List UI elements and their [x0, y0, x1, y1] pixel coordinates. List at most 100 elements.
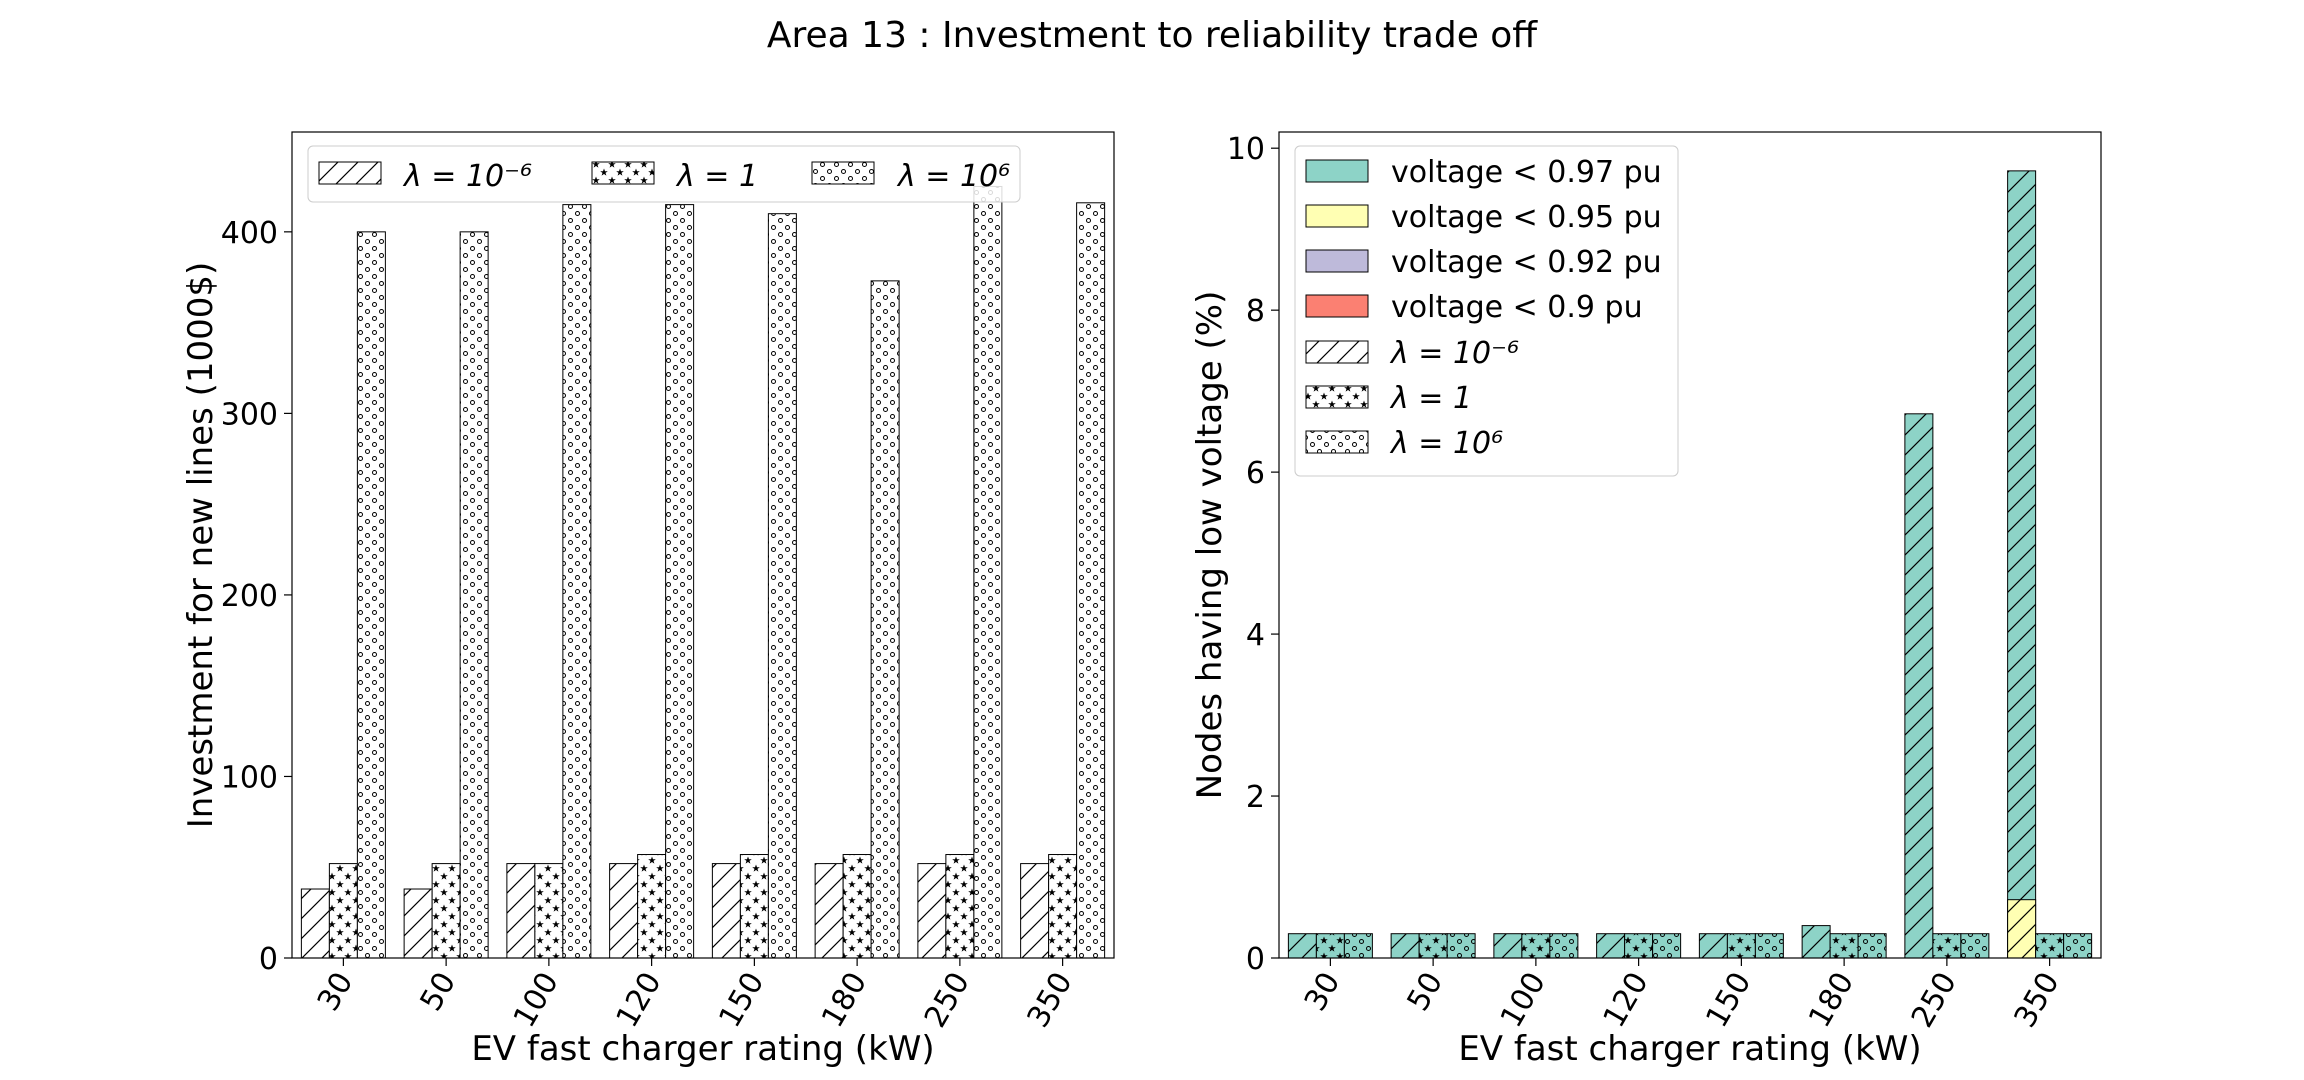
- investment-x-tick-label: 150: [712, 967, 771, 1034]
- low-voltage-x-tick-label: 50: [1401, 967, 1450, 1018]
- investment-legend-swatch-circles: [811, 161, 875, 185]
- low-voltage-bar-pattern: [1857, 933, 1887, 959]
- investment-legend-label-stars: λ = 1: [675, 159, 758, 194]
- investment-bars: [300, 185, 1106, 959]
- investment-bar: [431, 863, 461, 959]
- low-voltage-bar-pattern: [1960, 933, 1990, 959]
- investment-bar: [534, 863, 564, 959]
- investment-plot-frame: [291, 131, 1115, 959]
- investment-x-tick-label: 250: [918, 967, 977, 1034]
- investment-bar: [1020, 863, 1050, 959]
- low-voltage-legend-label-stars: λ = 1: [1389, 381, 1472, 416]
- low-voltage-y-tick-label: 10: [1227, 132, 1265, 167]
- investment-bar: [814, 863, 844, 959]
- low-voltage-x-tick-label: 250: [1905, 967, 1964, 1034]
- low-voltage-bar-pattern: [1315, 933, 1345, 959]
- investment-bar: [459, 231, 489, 959]
- investment-y-ticks: 0 100 200 300 400: [221, 216, 292, 977]
- investment-y-tick-label: 200: [221, 579, 278, 614]
- investment-bar: [300, 888, 330, 959]
- investment-y-tick-label: 300: [221, 397, 278, 432]
- investment-bar: [356, 231, 386, 959]
- low-voltage-bar-pattern: [1596, 933, 1626, 959]
- low-voltage-bar-pattern: [1801, 925, 1831, 959]
- low-voltage-y-axis-label: Nodes having low voltage (%): [1190, 291, 1230, 800]
- investment-y-axis-label: Investment for new lines (1000$): [181, 262, 221, 829]
- low-voltage-bar-pattern: [1343, 933, 1373, 959]
- low-voltage-legend-box: [1294, 145, 1679, 477]
- investment-y-tick-label: 100: [221, 760, 278, 795]
- investment-legend: λ = 10⁻⁶ λ = 1 λ = 10⁶: [307, 145, 1021, 203]
- low-voltage-chart: 0 2 4 6 8 10 30 50 100 120 150 180 250 350 EV fast c…: [1190, 131, 2102, 1069]
- legend-label-v097: voltage < 0.97 pu: [1391, 155, 1662, 190]
- low-voltage-bar-pattern: [1932, 933, 1962, 959]
- low-voltage-legend-label-hatch: λ = 10⁻⁶: [1389, 336, 1519, 371]
- low-voltage-x-axis-label: EV fast charger rating (kW): [1458, 1029, 1921, 1069]
- investment-bar: [917, 863, 947, 959]
- investment-bar: [870, 280, 900, 959]
- low-voltage-y-tick-label: 2: [1246, 780, 1265, 815]
- low-voltage-bar-pattern: [1549, 933, 1579, 959]
- investment-bar: [767, 213, 797, 959]
- investment-x-tick-label: 50: [414, 967, 463, 1018]
- investment-x-tick-label: 100: [507, 967, 566, 1034]
- low-voltage-x-tick-label: 30: [1298, 967, 1347, 1018]
- low-voltage-bar-pattern: [1624, 933, 1654, 959]
- low-voltage-legend: voltage < 0.97 pu voltage < 0.95 pu volt…: [1294, 145, 1679, 477]
- low-voltage-x-tick-label: 120: [1597, 967, 1656, 1034]
- investment-legend-swatch-hatch: [318, 161, 382, 185]
- investment-bar: [506, 863, 536, 959]
- investment-bar: [1076, 202, 1106, 959]
- investment-y-tick-label: 0: [259, 942, 278, 977]
- investment-x-tick-label: 120: [610, 967, 669, 1034]
- investment-bar: [637, 854, 667, 959]
- low-voltage-x-tick-label: 150: [1699, 967, 1758, 1034]
- legend-swatch-v095: [1305, 204, 1369, 228]
- investment-bar: [739, 854, 769, 959]
- investment-x-tick-label: 30: [311, 967, 360, 1018]
- low-voltage-legend-label-circles: λ = 10⁶: [1389, 426, 1503, 461]
- low-voltage-x-ticks: 30 50 100 120 150 180 250 350: [1298, 958, 2067, 1034]
- low-voltage-y-tick-label: 6: [1246, 456, 1265, 491]
- investment-x-ticks: 30 50 100 120 150 180 250 350: [311, 958, 1080, 1034]
- low-voltage-bar-pattern: [1287, 933, 1317, 959]
- low-voltage-legend-swatch-circles: [1305, 430, 1369, 454]
- low-voltage-x-tick-label: 180: [1802, 967, 1861, 1034]
- investment-y-tick-label: 400: [221, 216, 278, 251]
- investment-legend-swatch-stars: [591, 161, 655, 185]
- legend-swatch-v092: [1305, 249, 1369, 273]
- low-voltage-bar-pattern: [1726, 933, 1756, 959]
- figure-title: Area 13 : Investment to reliability trad…: [767, 15, 1538, 56]
- low-voltage-bar-pattern: [1754, 933, 1784, 959]
- low-voltage-bar-pattern: [2063, 933, 2093, 959]
- investment-x-axis-label: EV fast charger rating (kW): [471, 1029, 934, 1069]
- low-voltage-bar-pattern: [1390, 933, 1420, 959]
- legend-label-v09: voltage < 0.9 pu: [1391, 290, 1643, 325]
- low-voltage-x-tick-label: 350: [2008, 967, 2067, 1034]
- low-voltage-y-ticks: 0 2 4 6 8 10: [1227, 132, 1279, 977]
- low-voltage-bars: [1287, 170, 2093, 959]
- investment-bar: [328, 863, 358, 959]
- investment-legend-label-circles: λ = 10⁶: [896, 159, 1010, 194]
- low-voltage-bar-pattern: [1829, 933, 1859, 959]
- low-voltage-bar-pattern: [2007, 170, 2037, 959]
- investment-bar: [562, 204, 592, 959]
- investment-bar: [842, 854, 872, 959]
- investment-legend-box: [307, 145, 1021, 203]
- low-voltage-y-tick-label: 8: [1246, 294, 1265, 329]
- investment-bar: [1048, 854, 1078, 959]
- investment-x-tick-label: 180: [815, 967, 874, 1034]
- low-voltage-bar-pattern: [1521, 933, 1551, 959]
- investment-legend-label-hatch: λ = 10⁻⁶: [402, 159, 532, 194]
- investment-bar: [403, 888, 433, 959]
- investment-bar: [973, 185, 1003, 959]
- low-voltage-x-tick-label: 100: [1494, 967, 1553, 1034]
- legend-swatch-v09: [1305, 294, 1369, 318]
- legend-swatch-v097: [1305, 159, 1369, 183]
- low-voltage-bar-pattern: [1418, 933, 1448, 959]
- legend-label-v095: voltage < 0.95 pu: [1391, 200, 1662, 235]
- investment-chart: 0 100 200 300 400 30 50 100 120 150 180 250 350 EV …: [181, 131, 1115, 1069]
- investment-bar: [945, 854, 975, 959]
- investment-bar: [609, 863, 639, 959]
